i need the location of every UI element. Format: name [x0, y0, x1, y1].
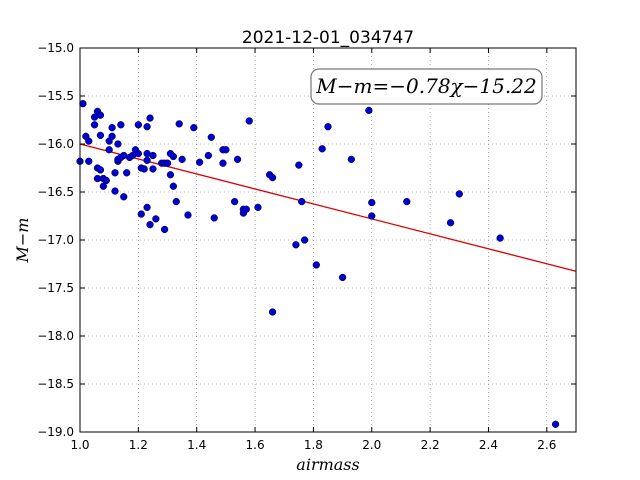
data-point [105, 146, 113, 154]
data-point [312, 261, 320, 269]
data-point [152, 215, 160, 223]
data-point [298, 197, 306, 206]
data-point [108, 132, 116, 140]
data-point [368, 212, 376, 220]
x-tick-label: 1.2 [129, 438, 148, 452]
data-point [111, 169, 119, 177]
y-tick-label: −15.0 [37, 41, 74, 55]
x-tick-label: 1.8 [304, 438, 323, 452]
data-point [143, 203, 151, 212]
data-point [233, 155, 242, 164]
x-tick-label: 2.4 [479, 438, 498, 452]
data-point [268, 173, 277, 182]
data-point [140, 165, 148, 173]
data-point [143, 123, 151, 131]
x-tick-label: 2.0 [362, 438, 381, 452]
x-tick-labels: 1.0 1.2 1.4 1.6 1.8 2.0 2.2 2.4 2.6 [70, 438, 556, 452]
data-point [195, 158, 204, 166]
data-point [169, 152, 178, 161]
data-point [160, 225, 169, 234]
data-point [184, 211, 192, 219]
x-tick-label: 1.6 [246, 438, 265, 452]
data-point [292, 241, 300, 249]
y-tick-label: −17.5 [37, 281, 74, 295]
data-point [175, 120, 183, 128]
data-point [169, 182, 178, 190]
data-point [268, 308, 277, 316]
data-points [76, 100, 560, 428]
data-point [365, 106, 373, 115]
data-point [242, 205, 250, 213]
data-point [146, 220, 154, 229]
data-point [137, 210, 145, 218]
data-point [85, 157, 93, 165]
x-tick-label: 1.0 [70, 438, 89, 452]
y-tick-label: −18.0 [37, 329, 74, 343]
data-point [204, 151, 213, 160]
data-point [207, 133, 215, 141]
data-point [79, 100, 87, 108]
data-point [96, 131, 105, 140]
equation-box [310, 68, 543, 105]
data-point [134, 149, 143, 158]
data-point [163, 159, 172, 167]
data-point [85, 137, 93, 145]
data-point [146, 114, 154, 122]
data-point [338, 273, 347, 282]
equation-text: M−m=−0.78χ−15.22 [315, 74, 536, 98]
y-tick-labels: −15.0 −15.5 −16.0 −16.5 −17.0 −17.5 −18.0 −18.5… [37, 41, 74, 439]
data-point [403, 197, 411, 206]
data-point [111, 187, 119, 195]
data-point [245, 117, 253, 125]
data-point [219, 159, 227, 167]
data-point [99, 182, 107, 190]
data-point [230, 197, 239, 206]
data-point [368, 198, 376, 207]
y-axis-label: M−m [13, 218, 32, 264]
data-point [496, 234, 504, 242]
data-point [102, 176, 110, 185]
data-point [347, 155, 355, 164]
data-point [295, 161, 303, 169]
data-point [123, 169, 131, 177]
data-point [143, 156, 151, 164]
y-tick-label: −17.0 [37, 233, 74, 247]
data-point [222, 146, 230, 154]
equation-annotation: M−m=−0.78χ−15.22 [310, 68, 543, 105]
y-tick-label: −16.5 [37, 185, 74, 199]
data-point [166, 171, 175, 179]
data-point [134, 121, 143, 129]
data-point [190, 124, 198, 132]
data-point [90, 121, 99, 129]
y-tick-label: −19.0 [37, 425, 74, 439]
data-point [108, 124, 116, 132]
y-tick-label: −16.0 [37, 137, 74, 151]
data-point [120, 193, 128, 201]
data-point [324, 123, 332, 131]
y-tick-label: −15.5 [37, 89, 74, 103]
data-point [172, 197, 180, 206]
data-point [254, 203, 262, 212]
data-point [551, 420, 560, 428]
data-point [318, 145, 326, 153]
x-tick-label: 2.2 [421, 438, 440, 452]
data-point [446, 219, 455, 227]
chart-title: 2021-12-01_034747 [242, 28, 414, 48]
x-tick-label: 1.4 [187, 438, 206, 452]
data-point [149, 165, 157, 173]
data-point [117, 121, 125, 129]
data-point [210, 214, 218, 222]
data-point [114, 140, 122, 148]
data-point [178, 155, 186, 164]
x-tick-label: 2.6 [537, 438, 556, 452]
data-point [149, 151, 157, 160]
data-point [301, 236, 309, 244]
y-tick-label: −18.5 [37, 377, 74, 391]
x-axis-label: airmass [296, 455, 359, 474]
data-point [96, 111, 105, 119]
axis-ticks [79, 47, 576, 433]
data-point [455, 190, 463, 198]
data-point [96, 166, 105, 174]
